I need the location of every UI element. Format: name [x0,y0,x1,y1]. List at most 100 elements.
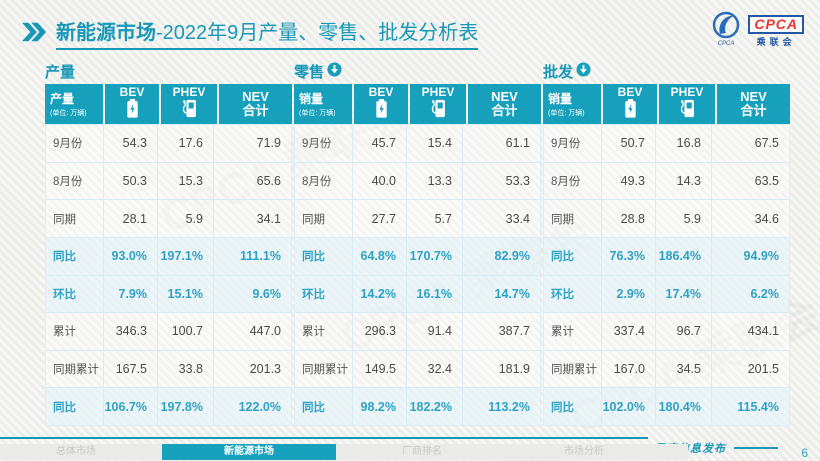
section-title-wholesale: 批发 [543,60,790,82]
footer-tab-市场分析[interactable]: 市场分析 [564,446,604,457]
row-label: 环比 [53,288,76,301]
footer-tab-新能源市场[interactable]: 新能源市场 [162,444,336,460]
phev-label: PHEV [172,84,206,99]
nev-total-label: 合计 [740,103,767,118]
production-table-body: 9月份 54.3 17.6 71.9 8月份 50.3 15.3 65.6 同期 28.1 5.9 3… [45,124,292,426]
row-label: 同比 [302,251,325,264]
table-row: 同期 28.8 5.9 34.6 [544,199,789,237]
cell-value: 53.3 [462,162,540,200]
cell-value: 14.2% [352,275,406,313]
section-title-retail: 零售 [294,60,541,82]
row-label: 同比 [53,251,76,264]
cell-value: 5.9 [655,200,711,237]
header-cell-metric: 销量 (单位: 万辆) [543,84,601,124]
row-label: 同期 [302,213,325,226]
cell-value: 34.6 [711,200,789,237]
row-label: 9月份 [302,138,332,151]
table-row: 8月份 40.0 13.3 53.3 [295,161,540,200]
section-title-text: 批发 [543,63,574,81]
cpca-emblem-icon: CPCA [710,10,744,53]
battery-icon [126,98,139,123]
cell-value: 32.4 [406,350,462,388]
cell-value: 13.3 [406,162,462,200]
charging-pile-icon [181,99,197,123]
cpca-logo: CPCA CPCA 乘联会 [710,10,804,53]
cell-value: 76.3% [601,237,655,275]
table-row: 累计 296.3 91.4 387.7 [295,312,540,350]
cell-value: 5.7 [406,200,462,237]
page-title-bold: 新能源市场 [56,22,156,44]
cell-value: 182.2% [406,388,462,425]
cell-value: 201.5 [711,350,789,388]
row-label: 累计 [302,326,325,339]
table-row: 9月份 50.7 16.8 67.5 [544,125,789,162]
header-unit-label: (单位: 万辆) [548,110,585,117]
row-label: 同比 [551,251,574,264]
cell-value: 96.7 [655,313,711,350]
cell-value: 149.5 [352,350,406,388]
row-label: 同期 [551,213,574,226]
cell-value: 9.6% [213,275,291,313]
down-arrow-icon [327,61,342,81]
section-title-production: 产量 [45,60,292,82]
footer-tab-厂商排名[interactable]: 厂商排名 [402,446,442,457]
table-row: 9月份 54.3 17.6 71.9 [46,125,291,162]
row-label: 累计 [53,326,76,339]
table-row: 8月份 50.3 15.3 65.6 [46,161,291,200]
cell-value: 91.4 [406,313,462,350]
row-label: 8月份 [302,175,332,188]
header-cell-nev: NEV 合计 [219,84,292,124]
cell-value: 434.1 [711,313,789,350]
down-arrow-icon [576,61,591,81]
cell-value: 106.7% [103,388,157,425]
cell-value: 17.6 [157,125,213,162]
cell-value: 2.9% [601,275,655,313]
cell-value: 5.9 [157,200,213,237]
table-row: 9月份 45.7 15.4 61.1 [295,125,540,162]
table-row: 同比 93.0% 197.1% 111.1% [46,236,291,275]
nev-label: NEV [740,89,767,104]
cpca-logo-text: CPCA 乘联会 [748,15,804,48]
cell-value: 180.4% [655,388,711,425]
table-row: 同比 106.7% 197.8% 122.0% [46,387,291,425]
cell-value: 102.0% [601,388,655,425]
wholesale-panel: 批发 销量 (单位: 万辆) BEV PHEV NEV 合计 9月份 50.7 16… [543,60,790,426]
header-cell-bev: BEV [603,84,657,124]
cell-value: 54.3 [103,125,157,162]
cpca-abbr-box: CPCA [748,15,804,34]
nev-total-label: 合计 [491,103,518,118]
cell-value: 34.5 [655,350,711,388]
nev-label: NEV [242,89,269,104]
cell-value: 346.3 [103,313,157,350]
wholesale-table-body: 9月份 50.7 16.8 67.5 8月份 49.3 14.3 63.5 同期 28.8 5.9 3… [543,124,790,426]
cell-value: 93.0% [103,237,157,275]
cell-value: 33.4 [462,200,540,237]
footer-tab-总体市场[interactable]: 总体市场 [56,446,96,457]
table-row: 同期累计 167.5 33.8 201.3 [46,349,291,388]
slide-header: 新能源市场-2022年9月产量、零售、批发分析表 [22,16,479,50]
row-label: 8月份 [551,175,581,188]
bev-label: BEV [368,84,394,99]
cell-value: 14.3 [655,162,711,200]
retail-table-body: 9月份 45.7 15.4 61.1 8月份 40.0 13.3 53.3 同期 27.7 5.7 3… [294,124,541,426]
row-label: 同期累计 [302,364,348,377]
cell-value: 111.1% [213,237,291,275]
cell-value: 15.4 [406,125,462,162]
nev-total-label: 合计 [242,103,269,118]
cell-value: 181.9 [462,350,540,388]
footer-tab-bar: 总体市场 新能源市场 厂商排名 市场分析 [0,444,688,460]
cell-value: 82.9% [462,237,540,275]
retail-panel: 零售 销量 (单位: 万辆) BEV PHEV NEV 合计 9月份 45.7 15… [294,60,541,426]
cell-value: 15.1% [157,275,213,313]
table-row: 同期 28.1 5.9 34.1 [46,199,291,237]
row-label: 9月份 [551,138,581,151]
table-row: 环比 14.2% 16.1% 14.7% [295,274,540,313]
header-cell-phev: PHEV [659,84,715,124]
header-cell-nev: NEV 合计 [468,84,541,124]
row-label: 环比 [302,288,325,301]
cell-value: 197.8% [157,388,213,425]
cell-value: 16.8 [655,125,711,162]
table-row: 同比 102.0% 180.4% 115.4% [544,387,789,425]
row-label: 9月份 [53,138,83,151]
cell-value: 40.0 [352,162,406,200]
